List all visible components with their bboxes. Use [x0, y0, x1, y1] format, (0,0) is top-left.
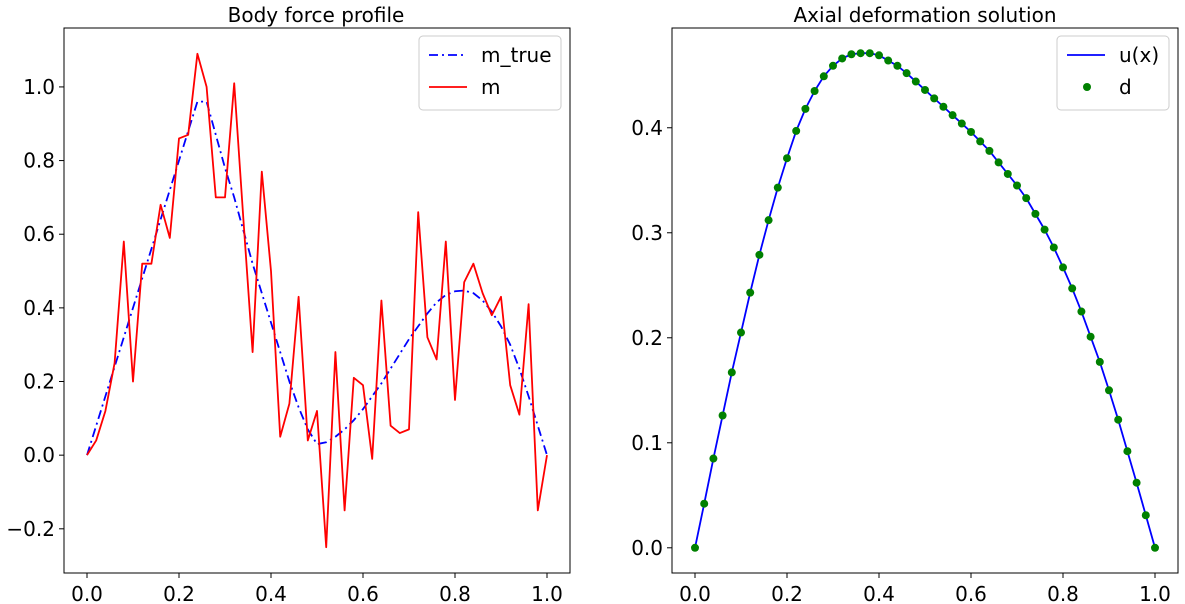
- x-tick-label: 0.0: [71, 582, 103, 604]
- data-point-d-34: [1003, 169, 1012, 178]
- data-point-d-11: [792, 126, 801, 135]
- x-tick-label: 0.4: [863, 582, 895, 604]
- data-point-d-37: [1031, 209, 1040, 218]
- x-tick-label: 0.6: [955, 582, 987, 604]
- y-tick-label: 0.0: [631, 536, 663, 560]
- x-tick-label: 0.0: [679, 582, 711, 604]
- legend-label-u(x): u(x): [1119, 43, 1159, 67]
- data-point-d-32: [985, 146, 994, 155]
- x-tick-label: 0.6: [347, 582, 379, 604]
- data-point-d-40: [1059, 263, 1067, 272]
- x-tick-label: 0.8: [439, 582, 471, 604]
- y-tick-label: 0.6: [23, 222, 55, 246]
- y-tick-label: 0.8: [23, 149, 55, 173]
- data-point-d-49: [1141, 511, 1150, 520]
- y-tick-label: 0.1: [631, 431, 663, 455]
- y-tick-label: 0.4: [23, 296, 55, 320]
- data-point-d-48: [1132, 478, 1141, 487]
- series-line-u(x): [694, 52, 1156, 549]
- data-point-d-1: [700, 499, 709, 508]
- y-axis: −0.2 0.0 0.2 0.4 0.6 0.8 1.0: [6, 75, 64, 541]
- data-point-d-27: [939, 102, 948, 111]
- data-point-d-41: [1068, 284, 1077, 293]
- data-point-d-46: [1114, 415, 1123, 424]
- data-point-d-15: [829, 61, 837, 70]
- data-point-d-45: [1105, 386, 1113, 395]
- x-tick-label: 1.0: [1139, 582, 1171, 604]
- legend: u(x) d: [1056, 35, 1170, 111]
- data-point-d-50: [1151, 543, 1159, 552]
- legend-label-d: d: [1119, 75, 1132, 99]
- data-point-d-24: [911, 77, 920, 86]
- x-axis: 0.0 0.2 0.4 0.6 0.8 1.0: [71, 573, 563, 604]
- data-point-d-14: [819, 72, 828, 81]
- y-tick-label: 1.0: [23, 75, 55, 99]
- chart-title: Body force profile: [228, 3, 405, 27]
- data-point-d-5: [737, 328, 745, 337]
- data-point-d-13: [810, 87, 819, 96]
- data-point-d-8: [764, 216, 773, 225]
- data-point-d-20: [875, 51, 883, 60]
- data-point-d-10: [783, 154, 791, 163]
- y-tick-label: 0.2: [23, 370, 55, 394]
- data-point-d-17: [847, 50, 856, 59]
- data-point-d-21: [884, 56, 893, 65]
- data-point-d-0: [691, 543, 699, 552]
- data-point-d-7: [755, 250, 764, 259]
- series-layer: [691, 49, 1159, 552]
- data-point-d-2: [709, 454, 718, 463]
- x-tick-label: 0.2: [771, 582, 803, 604]
- data-point-d-9: [773, 183, 782, 192]
- data-point-d-33: [994, 158, 1003, 167]
- legend-label-m_true: m_true: [481, 43, 552, 67]
- data-point-d-30: [967, 127, 975, 136]
- data-point-d-29: [957, 119, 966, 128]
- data-point-d-25: [921, 85, 929, 94]
- data-point-d-19: [865, 49, 874, 58]
- data-point-d-18: [856, 49, 865, 58]
- x-tick-label: 0.8: [1047, 582, 1079, 604]
- x-tick-label: 1.0: [531, 582, 563, 604]
- legend-label-m: m: [481, 75, 500, 99]
- data-point-d-28: [948, 111, 957, 120]
- data-point-d-47: [1123, 447, 1132, 456]
- data-point-d-36: [1022, 194, 1031, 203]
- y-tick-label: −0.2: [6, 517, 55, 541]
- series-layer: [86, 52, 548, 549]
- series-line-m: [86, 52, 548, 549]
- data-point-d-12: [801, 104, 810, 113]
- chart-title: Axial deformation solution: [794, 3, 1057, 27]
- data-point-d-39: [1049, 243, 1058, 252]
- data-point-d-6: [746, 288, 755, 297]
- plot-area-frame: [671, 27, 1179, 574]
- x-axis: 0.0 0.2 0.4 0.6 0.8 1.0: [679, 573, 1171, 604]
- data-point-d-42: [1077, 307, 1086, 316]
- data-point-d-4: [727, 368, 736, 377]
- data-point-d-3: [718, 411, 727, 420]
- plot-area-frame: [63, 27, 571, 574]
- x-tick-label: 0.4: [255, 582, 287, 604]
- chart-axial-deformation-solution: Axial deformation solution 0.0 0.2 0.4 0.6 0…: [631, 3, 1179, 604]
- data-point-d-23: [902, 69, 911, 78]
- data-point-d-35: [1013, 181, 1021, 190]
- data-point-d-44: [1095, 357, 1104, 366]
- data-point-d-43: [1086, 332, 1095, 341]
- data-point-d-26: [930, 94, 939, 103]
- data-point-d-22: [893, 61, 902, 70]
- y-tick-label: 0.4: [631, 116, 663, 140]
- data-point-d-31: [976, 137, 985, 146]
- y-tick-label: 0.0: [23, 443, 55, 467]
- legend-marker-d: [1083, 83, 1091, 91]
- x-tick-label: 0.2: [163, 582, 195, 604]
- chart-body-force-profile: Body force profile 0.0 0.2 0.4 0.6 0.8 1.0 −0…: [6, 3, 571, 604]
- y-tick-label: 0.2: [631, 326, 663, 350]
- data-point-d-16: [838, 54, 847, 63]
- y-axis: 0.0 0.1 0.2 0.3 0.4: [631, 116, 672, 560]
- data-point-d-38: [1040, 225, 1049, 234]
- y-tick-label: 0.3: [631, 221, 663, 245]
